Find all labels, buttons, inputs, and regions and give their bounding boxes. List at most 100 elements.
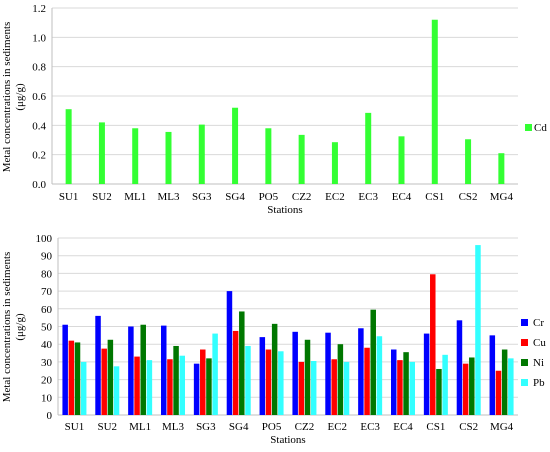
bar-ni-su1	[74, 342, 81, 415]
x-tick-label: MG4	[490, 421, 514, 433]
bar-pb-sg3	[212, 333, 218, 415]
bar-cr-mg4	[489, 335, 496, 415]
bar-cd-su1	[65, 109, 72, 184]
x-tick-label: ML1	[129, 421, 151, 433]
bar-ni-mg4	[501, 349, 508, 415]
y-tick-label: 20	[41, 375, 53, 387]
bar-cr-ec2	[325, 332, 331, 415]
y-tick-label: 60	[41, 304, 53, 316]
x-tick-label: SG3	[192, 191, 212, 203]
bar-cu-ml3	[167, 359, 173, 415]
legend-label-pb: Pb	[533, 377, 545, 389]
bar-cu-ec4	[397, 360, 403, 415]
bar-pb-ec3	[376, 336, 383, 415]
bar-cu-su1	[68, 340, 75, 415]
legend-label-cd: Cd	[534, 122, 547, 134]
bar-ni-cz2	[304, 339, 311, 415]
bar-ni-su2	[107, 339, 114, 415]
x-tick-label: EC2	[325, 191, 345, 203]
bar-cu-mg4	[495, 370, 502, 415]
y-axis-title: Metal concentrations in sediments(μg/g)	[1, 22, 26, 173]
x-tick-label: CZ2	[295, 421, 315, 433]
bar-cr-ml3	[161, 325, 167, 415]
bar-cu-sg4	[232, 330, 239, 415]
bar-ni-sg3	[206, 358, 212, 415]
bar-cu-po5	[265, 349, 272, 415]
bar-pb-su2	[113, 366, 120, 415]
y-tick-label: 30	[41, 357, 53, 369]
bar-cr-ec4	[391, 349, 397, 415]
bar-cd-po5	[265, 128, 272, 184]
y-axis-title: Metal concentrations in sediments(μg/g)	[1, 252, 26, 403]
bar-cr-su2	[95, 315, 101, 415]
x-tick-label: EC3	[360, 421, 380, 433]
bar-pb-cs2	[475, 245, 481, 415]
x-tick-label: CZ2	[292, 191, 312, 203]
bar-cr-sg3	[193, 363, 200, 415]
bar-pb-po5	[278, 351, 284, 415]
bar-ni-ml1	[140, 324, 146, 415]
x-tick-label: PO5	[259, 191, 279, 203]
bar-cd-ml3	[165, 131, 172, 184]
x-tick-label: SU1	[59, 191, 79, 203]
x-tick-label: SU1	[65, 421, 85, 433]
y-tick-label: 0.2	[32, 150, 46, 162]
y-tick-label: 100	[36, 233, 53, 245]
legend-swatch-ni	[521, 359, 528, 366]
bar-ni-sg4	[239, 311, 245, 415]
legend-swatch-cu	[521, 339, 528, 346]
bar-ni-ec2	[337, 344, 344, 415]
bar-cr-cs2	[456, 320, 463, 415]
x-tick-label: ML1	[124, 191, 146, 203]
x-tick-label: EC2	[328, 421, 348, 433]
bar-cd-cs1	[431, 19, 438, 185]
bar-pb-sg4	[245, 345, 251, 415]
bar-cr-ec3	[358, 328, 364, 415]
x-tick-label: SU2	[92, 191, 112, 203]
y-tick-label: 90	[41, 251, 53, 263]
bar-cd-ec2	[331, 142, 338, 184]
y-tick-label: 1.0	[32, 32, 46, 44]
bar-cd-cz2	[298, 134, 305, 184]
y-tick-label: 0.8	[32, 62, 46, 74]
bar-pb-su1	[80, 361, 87, 415]
x-tick-label: EC4	[393, 421, 413, 433]
bar-pb-cs1	[442, 354, 448, 415]
y-tick-label: 70	[41, 286, 53, 298]
bar-pb-ml1	[146, 360, 153, 415]
bar-cu-cz2	[298, 361, 305, 415]
y-tick-label: 0.0	[32, 179, 46, 191]
x-tick-label: ML3	[158, 191, 181, 203]
legend-swatch-cr	[521, 319, 528, 326]
bar-cu-ec3	[364, 347, 370, 415]
x-tick-label: EC4	[392, 191, 412, 203]
metals-chart: 0 10 20 30 40 50 60 70 80 90 100 SU1 SU2 ML1 ML3 SG3 SG4…	[1, 233, 546, 446]
bar-cd-mg4	[498, 153, 505, 184]
y-tick-label: 0	[47, 410, 53, 422]
x-tick-label: PO5	[262, 421, 282, 433]
y-tick-label: 0.4	[32, 120, 46, 132]
x-tick-label: SG4	[225, 191, 245, 203]
cd-chart: 0.0 0.2 0.4 0.6 0.8 1.0 1.2 SU1 SU2 ML1 ML3 SG3 SG4 P…	[1, 3, 547, 216]
bar-cu-ml1	[134, 356, 140, 415]
bar-cd-ec3	[365, 112, 372, 184]
x-tick-label: MG4	[490, 191, 514, 203]
bar-cd-su2	[98, 122, 105, 184]
x-tick-label: CS2	[459, 191, 478, 203]
x-tick-label: SG3	[196, 421, 216, 433]
x-tick-label: CS2	[459, 421, 478, 433]
bar-pb-mg4	[508, 358, 514, 415]
bar-cu-su2	[101, 348, 107, 416]
bar-cr-po5	[259, 337, 266, 415]
bar-cd-sg3	[198, 124, 205, 184]
x-tick-label: CS1	[425, 191, 444, 203]
bar-cr-cz2	[292, 331, 298, 415]
y-tick-label: 50	[41, 322, 53, 334]
bar-pb-ec2	[343, 361, 350, 415]
bar-cr-sg4	[226, 291, 233, 415]
bar-cd-ec4	[398, 136, 405, 184]
bar-ni-cs2	[469, 357, 475, 415]
x-tick-label: CS1	[426, 421, 445, 433]
legend-swatch-cd	[525, 124, 532, 131]
